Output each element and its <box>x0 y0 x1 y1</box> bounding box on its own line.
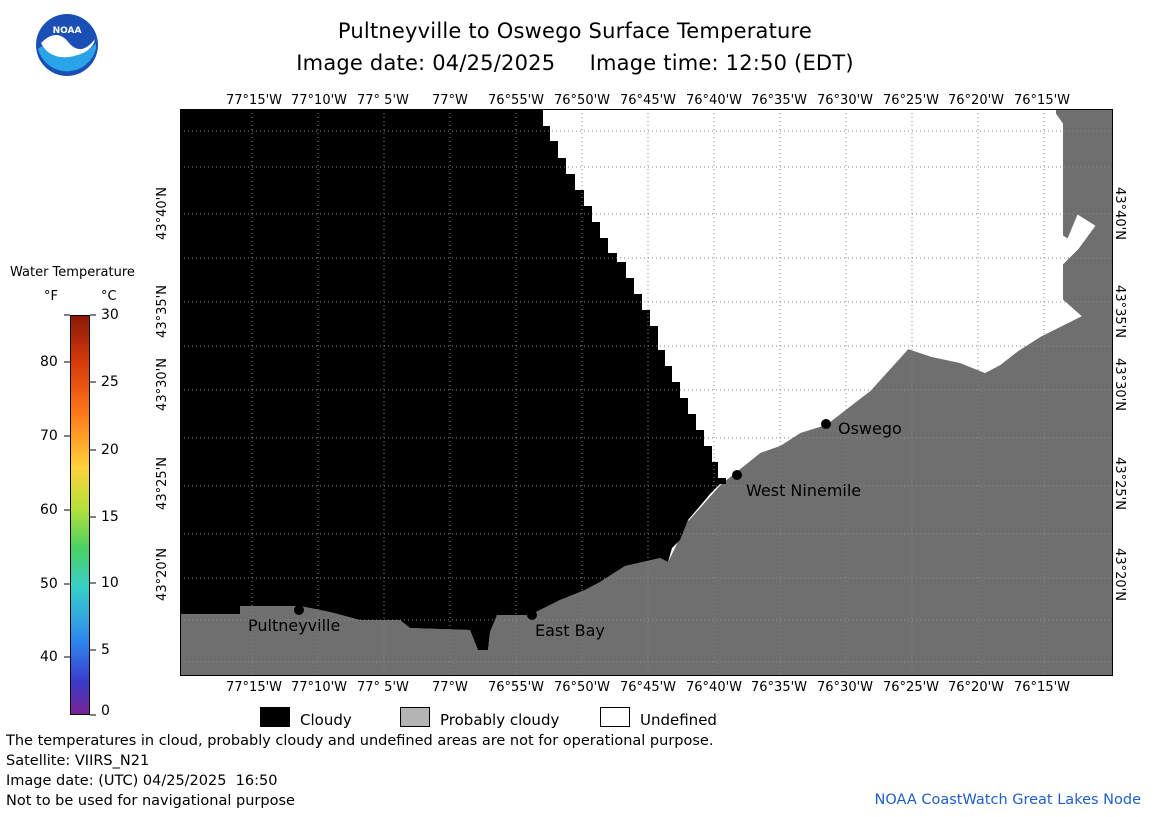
lon-label-top: 76°20'W <box>948 93 1005 108</box>
lat-label-right: 43°20'N <box>1111 548 1127 601</box>
lat-label-left: 43°30'N <box>154 358 170 411</box>
colorbar <box>70 315 90 715</box>
satellite-text: Satellite: VIIRS_N21 <box>6 753 150 769</box>
lat-label-right: 43°40'N <box>1111 187 1127 240</box>
logo-text: NOAA <box>53 26 82 36</box>
lat-label-right: 43°35'N <box>1111 285 1127 338</box>
lon-label-bottom: 77°15'W <box>226 680 283 695</box>
lon-label-bottom: 77°10'W <box>291 680 348 695</box>
lon-label-bottom: 76°25'W <box>883 680 940 695</box>
colorbar-ticks <box>64 314 96 716</box>
lon-label-bottom: 76°15'W <box>1014 680 1071 695</box>
legend-label-cloudy: Cloudy <box>300 711 352 729</box>
lon-label-top: 76°30'W <box>817 93 874 108</box>
east-bay-marker <box>527 610 537 620</box>
lon-label-bottom: 77° 5'W <box>357 680 409 695</box>
c-tick: 10 <box>101 575 119 591</box>
image-date-time: Image date: 04/25/2025 Image time: 12:50… <box>296 51 854 75</box>
credit-link[interactable]: NOAA CoastWatch Great Lakes Node <box>874 792 1141 808</box>
utc-date-text: Image date: (UTC) 04/25/2025 16:50 <box>6 773 278 789</box>
lon-label-bottom: 77°W <box>432 680 468 695</box>
lon-label-top: 76°40'W <box>686 93 743 108</box>
f-tick: 70 <box>40 428 58 444</box>
lat-label-right: 43°25'N <box>1111 457 1127 510</box>
lon-label-top: 77°10'W <box>291 93 348 108</box>
lon-label-bottom: 76°35'W <box>751 680 808 695</box>
f-tick: 50 <box>40 576 58 592</box>
probably-cloudy-region <box>180 109 1113 676</box>
lon-label-top: 76°35'W <box>751 93 808 108</box>
lon-label-top: 77°15'W <box>226 93 283 108</box>
chart-title: Pultneyville to Oswego Surface Temperatu… <box>337 19 813 43</box>
colorbar-unit-c: °C <box>101 289 117 304</box>
colorbar-title: Water Temperature <box>10 265 135 280</box>
lon-label-bottom: 76°30'W <box>817 680 874 695</box>
colorbar-unit-f: °F <box>44 289 58 304</box>
c-tick: 20 <box>101 442 119 458</box>
map-area: Oswego West Ninemile Pultneyville East B… <box>180 109 1113 676</box>
coastline <box>687 109 1096 521</box>
lon-label-bottom: 76°45'W <box>620 680 677 695</box>
c-tick: 25 <box>101 374 119 390</box>
c-tick: 5 <box>101 642 110 658</box>
lon-label-top: 76°25'W <box>883 93 940 108</box>
legend-label-probably-cloudy: Probably cloudy <box>440 711 560 729</box>
lat-label-left: 43°20'N <box>154 548 170 601</box>
navigation-warning: Not to be used for navigational purpose <box>6 793 295 809</box>
oswego-marker <box>821 419 831 429</box>
legend-label-undefined: Undefined <box>640 711 717 729</box>
lon-label-top: 77° 5'W <box>357 93 409 108</box>
pultneyville-marker <box>294 605 304 615</box>
lon-label-bottom: 76°55'W <box>488 680 545 695</box>
f-tick: 80 <box>40 354 58 370</box>
place-label-east-bay: East Bay <box>535 621 605 640</box>
legend-swatch-undefined <box>600 707 630 727</box>
graticule <box>180 109 1113 676</box>
place-label-oswego: Oswego <box>838 419 902 438</box>
lat-label-left: 43°35'N <box>154 285 170 338</box>
lon-label-bottom: 76°20'W <box>948 680 1005 695</box>
c-tick: 30 <box>101 307 119 323</box>
c-tick: 15 <box>101 509 119 525</box>
noaa-logo: NOAA <box>36 14 98 76</box>
lat-label-right: 43°30'N <box>1111 358 1127 411</box>
place-label-pultneyville: Pultneyville <box>248 616 340 635</box>
c-tick: 0 <box>101 703 110 719</box>
lon-label-top: 76°55'W <box>488 93 545 108</box>
west-ninemile-marker <box>732 470 742 480</box>
f-tick: 60 <box>40 502 58 518</box>
lon-label-top: 76°45'W <box>620 93 677 108</box>
legend-swatch-cloudy <box>260 707 290 727</box>
lon-label-top: 76°50'W <box>554 93 611 108</box>
f-tick: 40 <box>40 649 58 665</box>
disclaimer-text: The temperatures in cloud, probably clou… <box>6 733 714 749</box>
lat-label-left: 43°40'N <box>154 187 170 240</box>
lon-label-top: 77°W <box>432 93 468 108</box>
cloudy-region <box>180 109 726 650</box>
lon-label-bottom: 76°50'W <box>554 680 611 695</box>
legend-swatch-probably-cloudy <box>400 707 430 727</box>
lon-label-bottom: 76°40'W <box>686 680 743 695</box>
lat-label-left: 43°25'N <box>154 457 170 510</box>
lon-label-top: 76°15'W <box>1014 93 1071 108</box>
place-label-west-ninemile: West Ninemile <box>746 481 861 500</box>
